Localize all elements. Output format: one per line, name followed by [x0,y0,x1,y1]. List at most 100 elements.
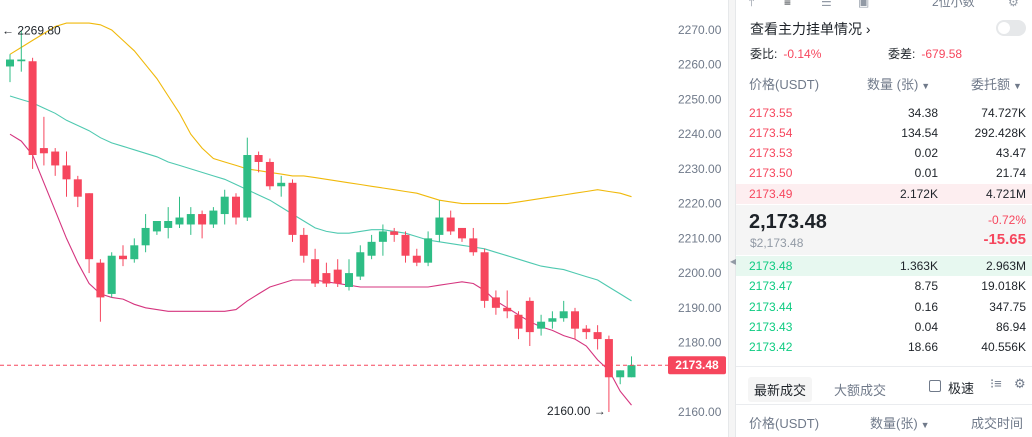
ask-total: 4.721M [985,187,1026,201]
candle-body [119,255,127,260]
fast-mode-checkbox[interactable] [929,380,941,392]
depth-list-icon[interactable]: ≡ [784,0,792,9]
candle-body [186,214,195,225]
panel-divider[interactable] [728,0,736,437]
bid-row[interactable]: 2173.42 18.66 40.556K [736,337,1032,357]
chart-canvas[interactable]: 2173.48 2270.00 2260.00 2250.00 2240.00 2230.… [0,0,728,437]
tab-large-trades[interactable]: 大额成交 [834,383,887,398]
depth-asks-icon[interactable]: ▣ [858,0,870,9]
candle-body [28,61,37,156]
precision-select[interactable]: 2位小数 [932,0,975,9]
main-orders-toggle[interactable] [996,20,1026,36]
trade-qty-header[interactable]: 数量(张) ▼ [870,413,930,432]
candle-body [491,297,500,308]
order-book-panel: ⤒ ≡ ☰ ▣ 2位小数 ⚙ 查看主力挂单情况 › 委比: -0.14% 委差: -… [736,0,1032,437]
bid-total: 2.963M [985,259,1026,273]
candle-body [435,217,444,235]
candle-body [367,241,376,256]
ask-total: 74.727K [981,106,1026,120]
candle-body [458,227,466,239]
ask-row[interactable]: 2173.55 34.38 74.727K [736,103,1032,123]
candle-body [17,59,26,62]
candle-body [378,231,387,242]
y-axis-tick: 2160.00 [678,405,722,419]
ask-row[interactable]: 2173.50 0.01 21.74 [736,163,1032,183]
bid-price: 2173.47 [749,279,793,293]
trade-price-header: 价格(USDT) [749,416,820,431]
candle-body [254,155,263,162]
chevron-down-icon: ▼ [1013,81,1022,91]
candlestick-chart[interactable]: 2173.48 2270.00 2260.00 2250.00 2240.00 2230.… [0,0,735,437]
bid-price: 2173.48 [749,259,793,273]
collapse-handle-icon[interactable]: ◀ [730,257,737,266]
trade-header: 价格(USDT) 数量(张) ▼ 成交时间 [736,404,1032,437]
trade-time-header: 成交时间 [971,416,1024,431]
candle-body [345,273,353,287]
candle-body [299,234,308,256]
ask-qty: 0.02 [914,146,938,160]
candle-body [424,238,433,263]
bid-row[interactable]: 2173.44 0.16 347.75 [736,297,1032,317]
ask-total: 43.47 [995,146,1026,160]
candle-body [469,238,478,253]
candle-body [514,314,523,329]
book-qty-header-label: 数量 (张) [867,77,919,92]
book-total-header[interactable]: 委托额 ▼ [971,74,1022,93]
high-price-marker: ← 2269.80 [2,24,61,38]
ask-row[interactable]: 2173.49 2.172K 4.721M [736,184,1032,204]
y-axis-tick: 2190.00 [678,301,722,315]
candle-body [107,255,116,294]
bid-row[interactable]: 2173.48 1.363K 2.963M [736,256,1032,276]
current-price-label: 2173.48 [675,358,719,372]
order-ratio: 委比: -0.14% [750,45,821,62]
ask-row[interactable]: 2173.54 134.54 292.428K [736,123,1032,143]
settings-icon[interactable]: ⚙ [1014,376,1026,391]
settings-icon[interactable]: ⚙ [1008,0,1019,9]
fast-mode-label: 极速 [948,381,975,396]
book-qty-header[interactable]: 数量 (张) ▼ [867,74,930,93]
candle-body [322,273,331,284]
depth-bids-icon[interactable]: ☰ [821,0,832,9]
tab-latest-trades[interactable]: 最新成交 [748,377,813,402]
depth-both-icon[interactable]: ⤒ [749,0,755,9]
bid-price: 2173.42 [749,340,793,354]
candle-body [333,269,342,284]
candle-body [616,370,625,378]
ask-price: 2173.53 [749,146,793,160]
candle-body [243,155,252,218]
bid-total: 347.75 [989,300,1026,314]
order-ratio-value: -0.14% [783,47,822,61]
ask-total: 292.428K [974,126,1026,140]
candle-body [446,217,455,232]
candle-body [582,328,591,333]
ask-total: 21.74 [995,166,1026,180]
last-price: 2,173.48 [749,211,827,233]
candle-body [277,182,286,187]
last-price-block[interactable]: 2,173.48 $2,173.48 -0.72% -15.65 [736,205,1032,255]
bid-qty: 18.66 [907,340,938,354]
order-diff: 委差: -679.58 [888,45,962,62]
bid-total: 19.018K [981,279,1026,293]
chevron-down-icon: ▼ [920,420,930,430]
candle-body [73,179,82,197]
y-axis-tick: 2210.00 [678,231,722,245]
bid-row[interactable]: 2173.43 0.04 86.94 [736,317,1032,337]
candle-body [593,332,602,340]
bid-row[interactable]: 2173.47 8.75 19.018K [736,276,1032,296]
ask-qty: 0.01 [914,166,938,180]
chevron-down-icon: ▼ [921,81,931,91]
book-price-header: 价格(USDT) [749,77,820,92]
bid-price: 2173.44 [749,300,793,314]
candle-body [85,193,94,260]
trade-qty-header-label: 数量(张) [870,416,918,431]
book-toolbar: ⤒ ≡ ☰ ▣ 2位小数 ⚙ [736,0,1032,12]
bid-qty: 1.363K [899,259,938,273]
candle-body [356,252,365,277]
ask-row[interactable]: 2173.53 0.02 43.47 [736,143,1032,163]
candle-body [62,165,71,180]
main-orders-link[interactable]: 查看主力挂单情况 › [750,21,871,37]
candle-body [401,234,410,256]
ask-price: 2173.49 [749,187,793,201]
list-filter-icon[interactable]: ⁝≡ [990,376,1002,391]
y-axis-tick: 2220.00 [678,197,722,211]
